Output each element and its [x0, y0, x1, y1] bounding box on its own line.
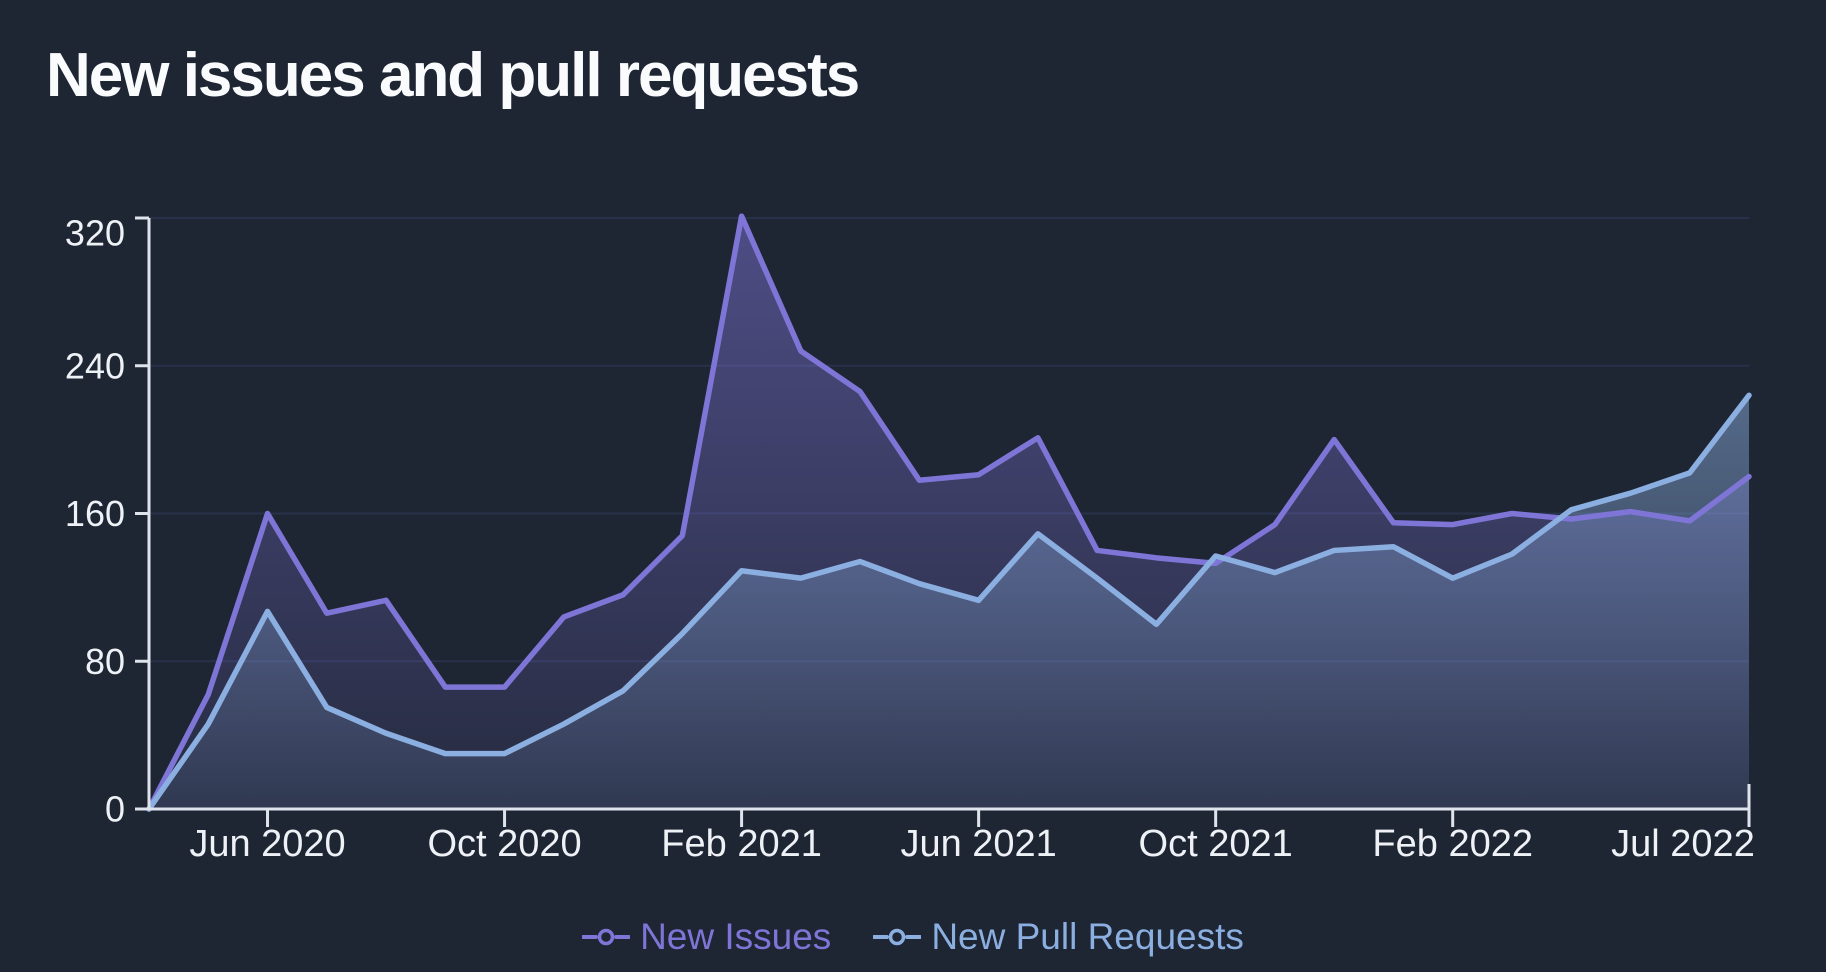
- y-axis-labels: 0 80 160 240 320: [65, 213, 125, 830]
- legend-label: New Pull Requests: [931, 916, 1244, 957]
- x-tick-label: Jul 2022: [1611, 823, 1755, 865]
- x-tick-label: Feb 2022: [1372, 823, 1533, 865]
- y-tick-label: 240: [65, 345, 125, 386]
- legend-item-new-pull-requests[interactable]: New Pull Requests: [873, 918, 1244, 955]
- y-tick-label: 80: [85, 641, 125, 682]
- x-tick-label: Oct 2021: [1139, 823, 1293, 865]
- line-circle-marker-icon: [582, 928, 631, 945]
- issues-line: [146, 213, 1752, 812]
- legend-label: New Issues: [640, 916, 832, 957]
- page-title: New issues and pull requests: [46, 41, 858, 110]
- pull-requests-area: [149, 395, 1749, 809]
- pull-requests-line: [146, 392, 1752, 812]
- x-tick-label: Feb 2021: [661, 823, 822, 865]
- line-circle-marker-icon: [873, 928, 922, 945]
- y-tick-label: 320: [65, 213, 125, 254]
- axes: [135, 216, 1751, 827]
- legend-item-new-issues[interactable]: New Issues: [582, 918, 831, 955]
- x-tick-label: Jun 2020: [189, 823, 345, 865]
- x-tick-label: Jun 2021: [900, 823, 1056, 865]
- y-tick-label: 160: [65, 493, 125, 534]
- x-axis-labels: Jun 2020 Oct 2020 Feb 2021 Jun 2021 Oct 2021…: [189, 823, 1755, 865]
- chart-legend: New Issues New Pull Requests: [0, 918, 1826, 955]
- y-tick-label: 0: [105, 789, 125, 830]
- x-tick-label: Oct 2020: [427, 823, 581, 865]
